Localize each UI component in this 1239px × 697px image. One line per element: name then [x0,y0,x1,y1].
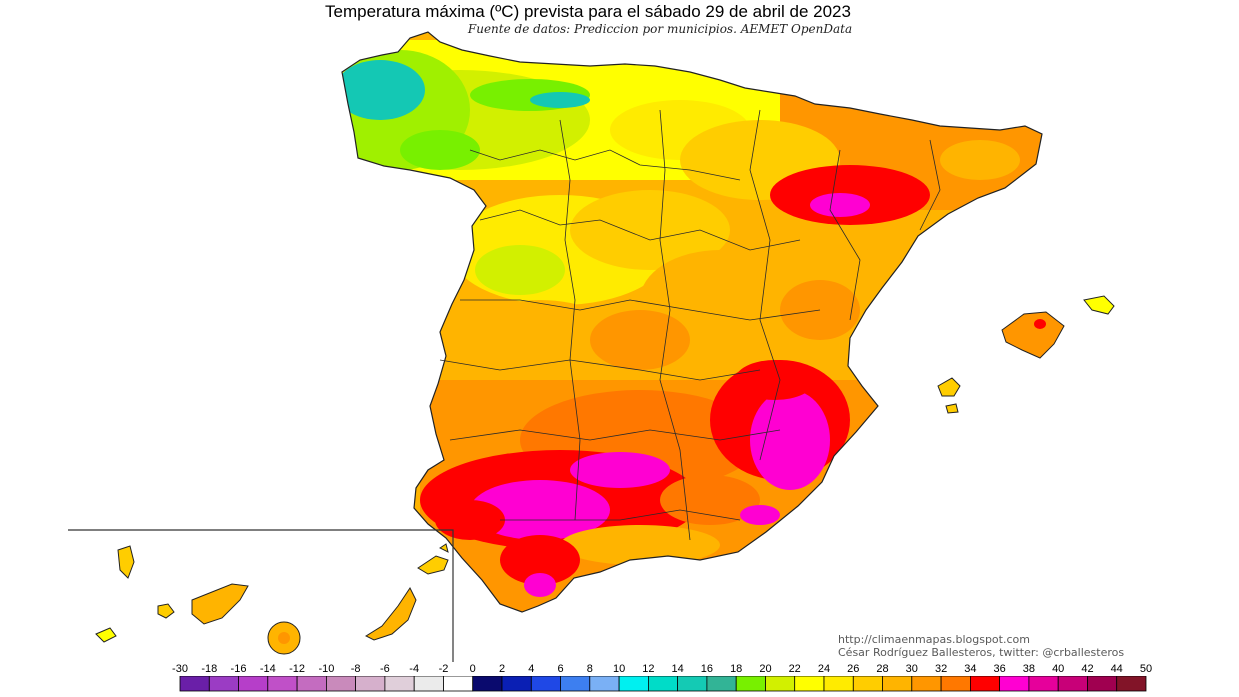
legend-swatch [355,676,386,692]
legend-tick-label: 26 [847,663,860,675]
legend-tick-label: -14 [259,663,276,675]
legend-tick-label: 22 [788,663,801,675]
color-legend-bar [179,676,1147,692]
legend-swatch [1028,676,1059,692]
legend-tick-label: 18 [730,663,743,675]
legend-swatch [384,676,415,692]
peninsula-temperature-field [341,31,1043,613]
balearic-islands [937,295,1115,414]
legend-tick-label: 4 [528,663,535,675]
legend-tick-label: -4 [409,663,420,675]
legend-swatch [530,676,561,692]
canary-islands [95,543,449,655]
legend-tick-label: -6 [380,663,390,675]
legend-tick-label: 36 [993,663,1006,675]
legend-swatch [940,676,971,692]
legend-swatch [970,676,1001,692]
legend-tick-label: -16 [230,663,247,675]
legend-tick-label: -18 [201,663,218,675]
legend-tick-label: 2 [498,663,506,675]
legend-swatch [706,676,737,692]
province-borders [439,109,941,541]
legend-tick-label: 6 [557,663,564,675]
legend-tick-label: 50 [1139,663,1153,675]
legend-swatch [238,676,269,692]
legend-swatch [443,676,474,692]
legend-tick-label: 14 [671,663,684,675]
canary-inset-frame [68,529,454,662]
legend-tick-label: 44 [1110,663,1123,675]
legend-tick-label: 16 [700,663,714,675]
legend-swatch [589,676,620,692]
legend-tick-label: -30 [172,663,188,675]
legend-tick-label: 34 [964,663,977,675]
legend-tick-label: 24 [817,663,831,675]
legend-swatch [1087,676,1118,692]
legend-swatch [794,676,825,692]
legend-swatch [852,676,883,692]
legend-tick-label: 12 [642,663,655,675]
legend-tick-label: -10 [318,663,335,675]
legend-tick-label: 28 [876,663,889,675]
legend-swatch [560,676,591,692]
legend-swatch [1116,676,1147,692]
legend-tick-label: 32 [934,663,948,675]
legend-swatch [911,676,942,692]
legend-swatch [882,676,913,692]
legend-tick-label: -2 [438,663,449,675]
legend-tick-labels: -30 -18 -16 -14 -12 -10 -8 -6 -4 -2 0 2 4 6 8 10 12 14 16 1… [0,663,1239,677]
legend-swatch [823,676,854,692]
legend-swatch [179,676,210,692]
legend-swatch [735,676,766,692]
legend-tick-label: -12 [289,663,306,675]
legend-swatch [999,676,1030,692]
legend-swatch [413,676,444,692]
legend-tick-label: 38 [1022,663,1036,675]
legend-tick-label: 0 [469,663,476,675]
legend-swatch [765,676,796,692]
legend-swatch [677,676,708,692]
legend-tick-label: 8 [586,663,593,675]
legend-tick-label: 20 [759,663,772,675]
credit-url: http://climaenmapas.blogspot.com [838,633,1030,646]
credit-author: César Rodríguez Ballesteros, twitter: @c… [838,646,1125,659]
legend-swatch [1057,676,1088,692]
legend-swatch [648,676,679,692]
legend-tick-label: 40 [1052,663,1065,675]
legend-swatch [267,676,298,692]
legend-swatch [325,676,357,692]
map-title: Temperatura máxima (ºC) prevista para el… [325,2,851,21]
map-subtitle: Fuente de datos: Prediccion por municipi… [467,22,853,36]
legend-swatch [618,676,649,692]
legend-swatch [296,676,327,692]
legend-tick-label: 10 [612,663,626,675]
legend-tick-label: 42 [1081,663,1094,675]
legend-swatch [501,676,532,692]
legend-tick-label: 30 [905,663,918,675]
legend-swatch [472,676,503,692]
legend-swatch [208,676,240,692]
legend-tick-label: -8 [350,663,361,675]
